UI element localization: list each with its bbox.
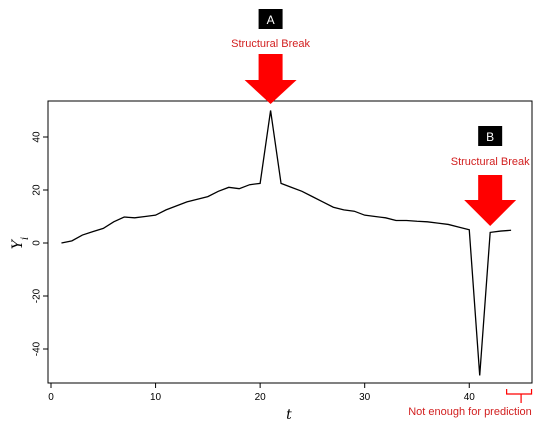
break-badge-label: A [267,13,275,27]
break-badge-label: B [486,130,494,144]
break-label: Structural Break [231,38,310,50]
break-badge-b [478,126,503,146]
prediction-note: Not enough for prediction [408,406,532,418]
prediction-bracket [506,389,533,403]
break-badge-a [258,9,283,29]
x-axis-title: t [286,407,292,423]
x-tick-label: 20 [255,392,267,403]
x-tick-label: 30 [359,392,371,403]
break-arrow-icon [464,175,517,226]
y-axis-title: Yi [10,237,31,249]
x-tick-label: 40 [464,392,476,403]
plot-frame [47,100,533,384]
break-arrow-icon [244,54,297,104]
x-tick-label: 10 [150,392,162,403]
y-tick-label: 0 [32,240,43,246]
series-line [61,110,512,376]
y-tick-label: 40 [32,131,43,143]
y-tick-label: -40 [32,341,43,356]
x-tick-label: 0 [48,392,54,403]
y-tick-label: -20 [32,288,43,303]
y-tick-label: 20 [32,184,43,196]
break-label: Structural Break [451,156,530,168]
